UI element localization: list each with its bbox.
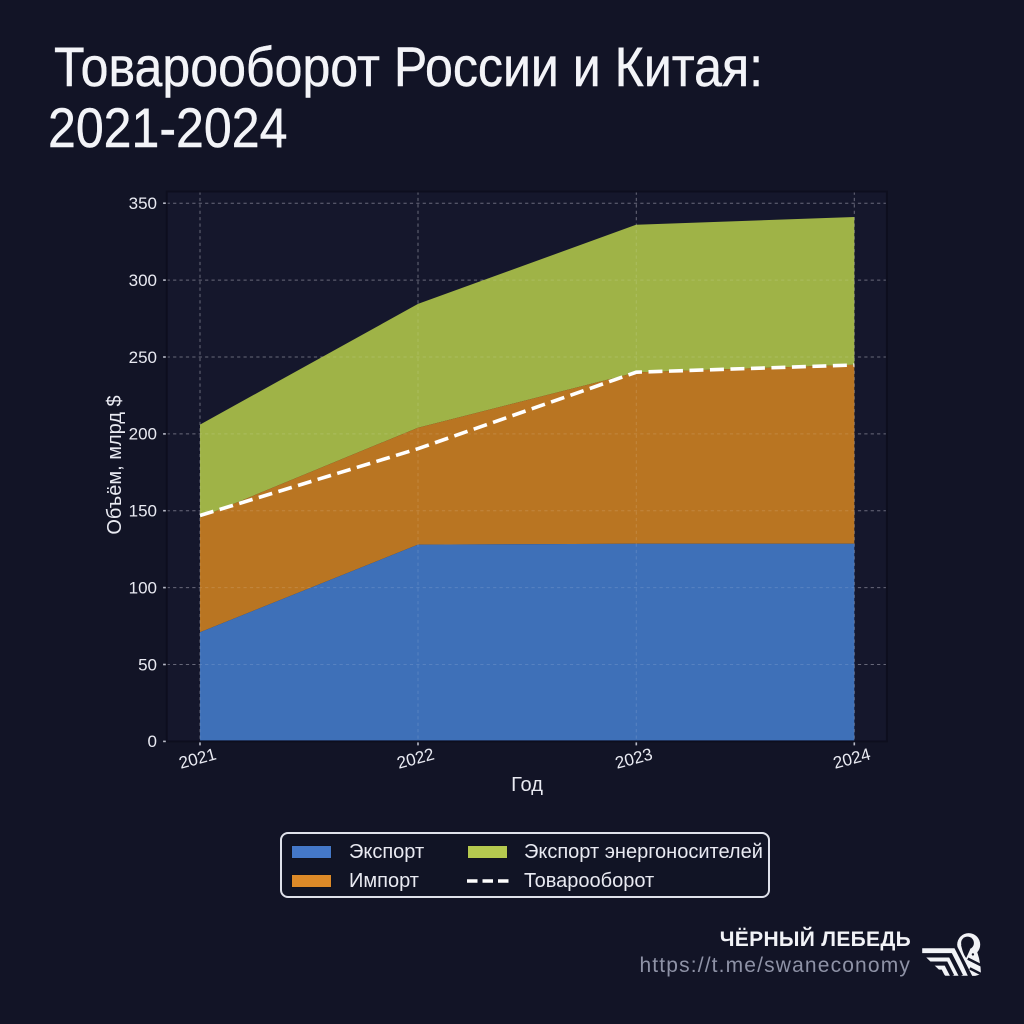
svg-text:250: 250: [129, 348, 157, 367]
svg-text:300: 300: [129, 271, 157, 290]
svg-text:50: 50: [138, 655, 157, 674]
svg-text:Год: Год: [511, 774, 543, 796]
svg-text:0: 0: [148, 732, 157, 751]
svg-text:2023: 2023: [613, 745, 654, 773]
svg-text:2024: 2024: [831, 745, 872, 773]
svg-text:2022: 2022: [395, 745, 436, 773]
svg-text:200: 200: [129, 425, 157, 444]
svg-text:150: 150: [129, 502, 157, 521]
svg-text:350: 350: [129, 194, 157, 213]
svg-text:Объём, млрд $: Объём, млрд $: [104, 395, 126, 534]
svg-text:2021: 2021: [177, 745, 218, 773]
svg-text:100: 100: [129, 578, 157, 597]
